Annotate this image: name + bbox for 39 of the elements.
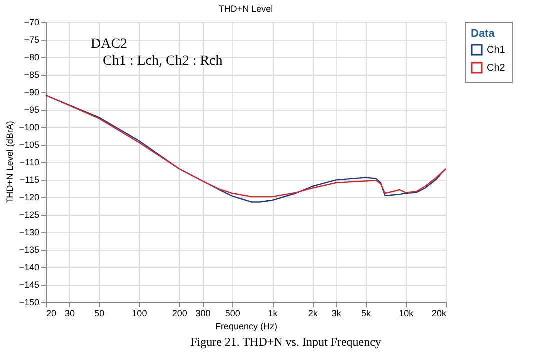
x-tick-label: 200: [172, 308, 188, 318]
y-tick-label: −150: [19, 298, 40, 308]
x-tick-label: 300: [196, 308, 211, 318]
legend-label: Ch2: [487, 63, 506, 74]
x-tick-label: 20k: [432, 308, 447, 318]
y-tick-label: −105: [19, 140, 40, 150]
y-tick-label: −120: [19, 192, 40, 202]
x-tick-label: 20: [46, 308, 57, 318]
x-tick-label: 50: [94, 308, 105, 318]
y-tick-label: −85: [24, 70, 40, 80]
x-tick-label: 100: [132, 308, 148, 318]
x-axis-title: Frequency (Hz): [215, 322, 278, 332]
x-tick-label: 2k: [308, 308, 318, 318]
legend-title: Data: [471, 28, 496, 40]
annotation: DAC2: [91, 37, 128, 52]
x-tick-label: 500: [225, 308, 240, 318]
x-tick-label: 5k: [361, 308, 372, 318]
x-tick-label: 10k: [399, 308, 414, 318]
annotation: Ch1 : Lch, Ch2 : Rch: [103, 54, 223, 69]
y-tick-label: −110: [20, 158, 40, 168]
y-tick-label: −130: [19, 228, 40, 238]
y-axis-title: THD+N Level (dBrA): [5, 121, 16, 204]
y-tick-label: −145: [19, 280, 40, 290]
x-tick-label: 30: [64, 308, 75, 318]
chart-title: THD+N Level: [218, 4, 274, 14]
y-tick-label: −100: [19, 122, 40, 132]
y-tick-label: −125: [19, 210, 40, 220]
y-tick-label: −115: [20, 175, 40, 185]
legend-label: Ch1: [487, 45, 506, 56]
y-tick-label: −135: [19, 245, 40, 255]
caption: Figure 21. THD+N vs. Input Frequency: [190, 335, 382, 349]
y-tick-label: −80: [24, 52, 40, 62]
y-tick-label: −75: [24, 35, 40, 45]
x-tick-label: 1k: [268, 308, 278, 318]
y-tick-label: −95: [24, 105, 40, 115]
y-tick-label: −70: [24, 18, 40, 28]
y-tick-label: −140: [19, 262, 40, 272]
y-tick-label: −90: [24, 88, 40, 98]
x-tick-label: 3k: [332, 308, 342, 318]
